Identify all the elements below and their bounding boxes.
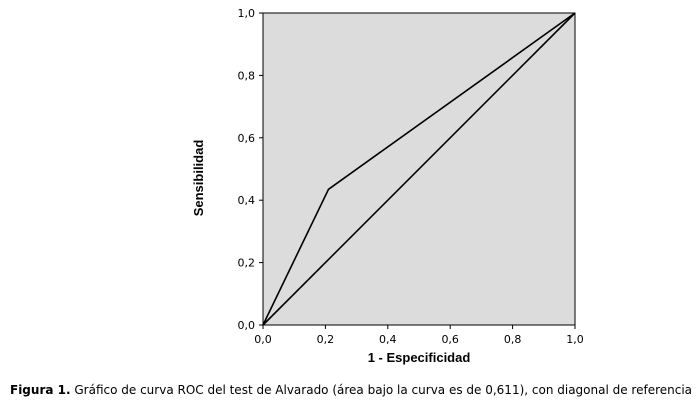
axis-ticks: 0,0 0,2 0,4 0,6 0,8 1,0 0,0 0,2 0,4 0,6 0,8 1,0 (238, 7, 584, 346)
y-tick-label: 0,2 (238, 257, 256, 270)
y-tick-label: 0,0 (238, 319, 256, 332)
reference-diagonal-line (262, 12, 576, 326)
x-axis-label: 1 - Especificidad (368, 350, 471, 365)
x-tick-label: 1,0 (566, 333, 584, 346)
figure-caption: Figura 1. Gráfico de curva ROC del test … (10, 383, 692, 397)
roc-curve-line (262, 12, 576, 326)
y-tick-label: 0,8 (238, 69, 256, 82)
caption-prefix: Figura 1. (10, 383, 71, 397)
roc-chart: 0,0 0,2 0,4 0,6 0,8 1,0 0,0 0,2 0,4 0,6 0,8 1,0 1 -… (191, 7, 584, 365)
x-tick-label: 0,0 (254, 333, 272, 346)
x-tick-label: 0,6 (441, 333, 459, 346)
x-tick-label: 0,2 (317, 333, 335, 346)
y-tick-label: 0,6 (238, 132, 256, 145)
y-axis-label: Sensibilidad (191, 140, 206, 217)
y-tick-label: 0,4 (238, 194, 256, 207)
x-tick-label: 0,4 (379, 333, 397, 346)
x-tick-label: 0,8 (504, 333, 522, 346)
series-layer (262, 12, 576, 326)
caption-text: Gráfico de curva ROC del test de Alvarad… (70, 383, 693, 397)
y-tick-label: 1,0 (238, 7, 256, 20)
